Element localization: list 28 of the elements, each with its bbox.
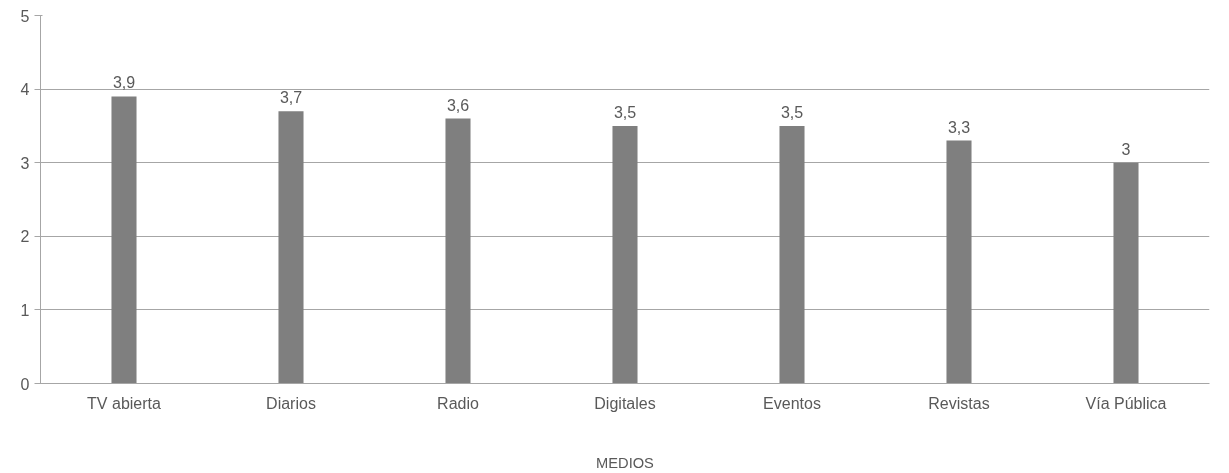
x-tick-label: Digitales (594, 394, 656, 412)
bar (779, 125, 805, 384)
bar (278, 111, 304, 384)
y-tick-label: 3 (20, 154, 30, 172)
bar (111, 96, 137, 384)
data-label: 3,9 (112, 74, 136, 92)
data-label: 3 (1121, 140, 1131, 158)
y-tick-label: 0 (20, 375, 30, 393)
x-tick-label: Diarios (266, 394, 316, 412)
x-tick-label: TV abierta (87, 394, 162, 412)
data-label: 3,5 (613, 103, 637, 121)
y-tick-label: 1 (20, 301, 30, 319)
data-label: 3,6 (446, 96, 470, 114)
data-label: 3,3 (947, 118, 971, 136)
x-axis-title: MEDIOS (596, 454, 655, 471)
data-label: 3,7 (279, 89, 303, 107)
bar (612, 125, 638, 384)
bar (445, 118, 471, 384)
x-tick-label: Eventos (763, 394, 821, 412)
x-tick-label: Revistas (928, 394, 990, 412)
bar (1113, 162, 1139, 384)
data-label: 3,5 (780, 103, 804, 121)
y-tick-label: 2 (20, 228, 30, 246)
x-tick-label: Vía Pública (1085, 394, 1167, 412)
y-tick-label: 4 (20, 81, 30, 99)
bar (946, 140, 972, 384)
x-tick-label: Radio (437, 394, 479, 412)
y-tick-label: 5 (20, 7, 30, 25)
